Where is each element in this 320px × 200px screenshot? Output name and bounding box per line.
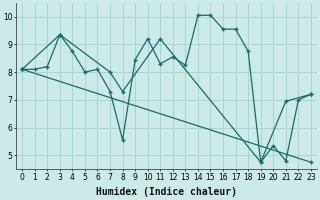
- X-axis label: Humidex (Indice chaleur): Humidex (Indice chaleur): [96, 187, 237, 197]
